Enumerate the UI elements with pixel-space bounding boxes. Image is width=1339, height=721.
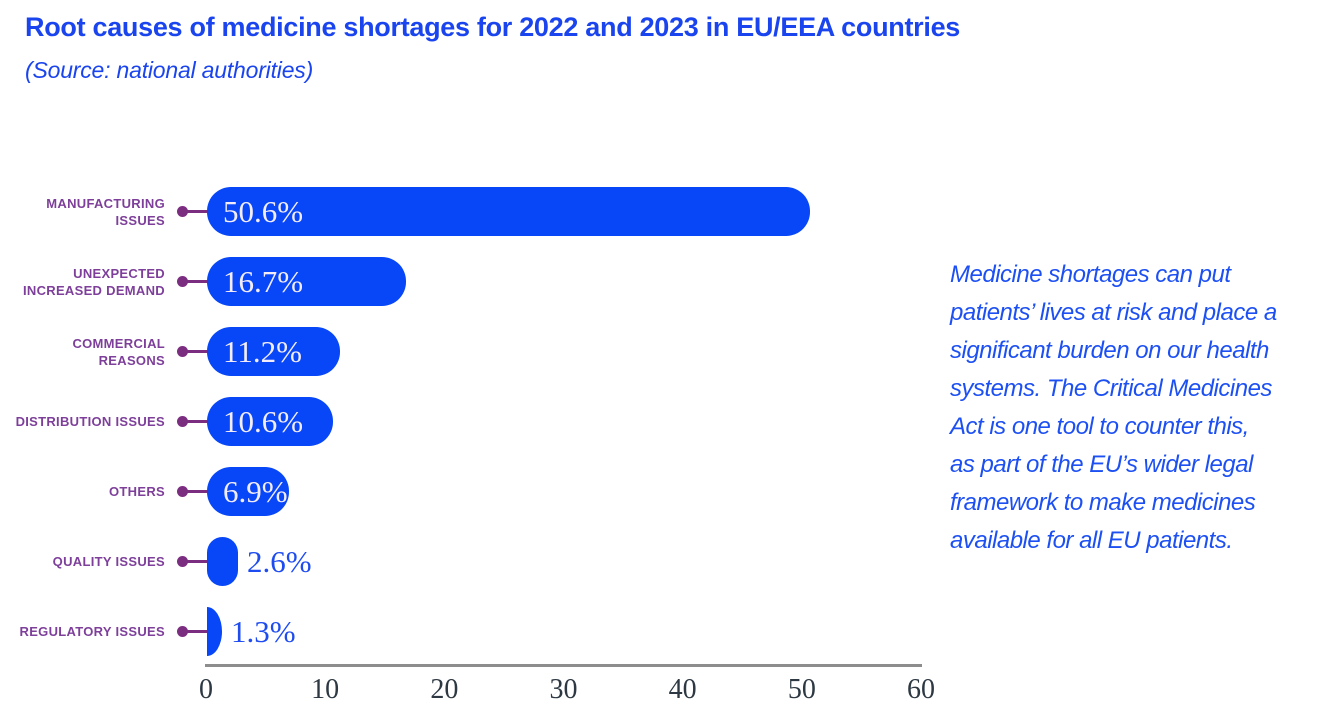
- category-label: COMMERCIAL REASONS: [72, 335, 165, 368]
- bar: [207, 537, 238, 586]
- bar-chart: MANUFACTURING ISSUES 50.6% UNEXPECTED INCR…: [0, 187, 945, 665]
- x-axis-tick-label: 60: [907, 674, 935, 705]
- leader-line: [183, 210, 208, 213]
- annotation-line: systems. The Critical Medicines: [950, 375, 1272, 402]
- chart-row: UNEXPECTED INCREASED DEMAND 16.7%: [0, 257, 945, 306]
- value-label: 10.6%: [223, 403, 304, 439]
- value-label: 11.2%: [223, 333, 302, 369]
- x-axis-line: [205, 664, 922, 667]
- annotation-line: Medicine shortages can put: [950, 261, 1231, 288]
- category-label: QUALITY ISSUES: [52, 554, 165, 569]
- x-axis-tick-label: 10: [311, 674, 340, 705]
- figure-source-subtitle: (Source: national authorities): [25, 57, 314, 83]
- chart-row: DISTRIBUTION ISSUES 10.6%: [0, 397, 945, 446]
- page-title: Root causes of medicine shortages for 20…: [25, 12, 960, 42]
- annotation-line: available for all EU patients.: [950, 527, 1233, 554]
- category-label: MANUFACTURING ISSUES: [46, 195, 165, 228]
- annotation-line: framework to make medicines: [950, 489, 1256, 516]
- leader-dot: [177, 486, 188, 497]
- value-label: 1.3%: [231, 613, 296, 649]
- x-axis-tick-label: 20: [430, 674, 459, 705]
- annotation-line: as part of the EU’s wider legal: [950, 451, 1253, 478]
- value-label: 16.7%: [223, 263, 304, 299]
- chart-row: COMMERCIAL REASONS 11.2%: [0, 327, 945, 376]
- category-label: REGULATORY ISSUES: [19, 624, 165, 639]
- bar: 50.6%: [207, 187, 810, 236]
- bar: 11.2%: [207, 327, 340, 376]
- leader-line: [183, 420, 208, 423]
- annotation-line: patients’ lives at risk and place a: [950, 299, 1277, 326]
- x-axis-tick-label: 0: [199, 674, 213, 705]
- category-label: OTHERS: [109, 484, 165, 499]
- value-label: 6.9%: [223, 473, 288, 509]
- bar: [207, 607, 222, 656]
- leader-line: [183, 560, 208, 563]
- annotation-line: Act is one tool to counter this,: [950, 413, 1249, 440]
- leader-dot: [177, 556, 188, 567]
- annotation-text: Medicine shortages can put patients’ live…: [950, 256, 1339, 560]
- x-axis-tick-label: 30: [549, 674, 578, 705]
- leader-dot: [177, 416, 188, 427]
- chart-row: MANUFACTURING ISSUES 50.6%: [0, 187, 945, 236]
- leader-line: [183, 490, 208, 493]
- leader-line: [183, 280, 208, 283]
- leader-dot: [177, 206, 188, 217]
- value-label: 2.6%: [247, 543, 312, 579]
- bar: 16.7%: [207, 257, 406, 306]
- annotation-line: significant burden on our health: [950, 337, 1269, 364]
- leader-dot: [177, 276, 188, 287]
- bar: 6.9%: [207, 467, 289, 516]
- leader-dot: [177, 626, 188, 637]
- chart-row: 1.3% REGULATORY ISSUES: [0, 607, 945, 656]
- leader-line: [183, 630, 208, 633]
- category-label: UNEXPECTED INCREASED DEMAND: [22, 265, 165, 298]
- value-label: 50.6%: [223, 193, 304, 229]
- x-axis-tick-label: 50: [787, 674, 816, 705]
- category-label: DISTRIBUTION ISSUES: [15, 414, 165, 429]
- x-axis-tick-label: 40: [668, 674, 697, 705]
- leader-dot: [177, 346, 188, 357]
- chart-row: OTHERS 6.9%: [0, 467, 945, 516]
- leader-line: [183, 350, 208, 353]
- bar: 10.6%: [207, 397, 333, 446]
- chart-row: 2.6% QUALITY ISSUES: [0, 537, 945, 586]
